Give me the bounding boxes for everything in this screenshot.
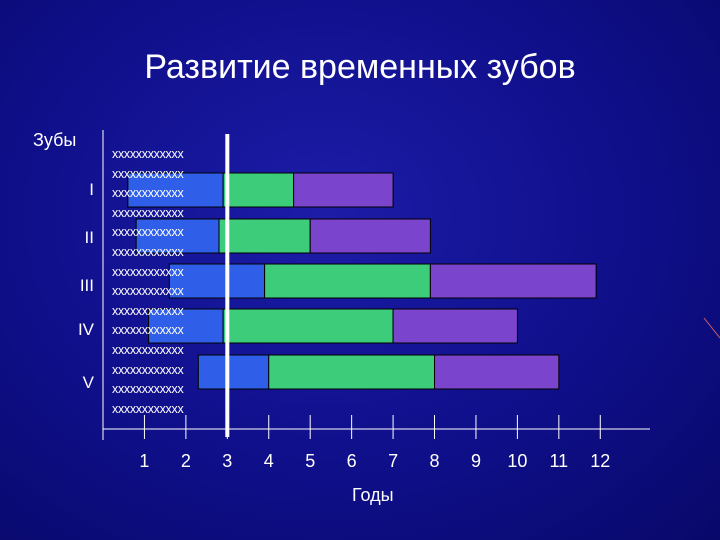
mask-text-row: xxxxxxxxxxxx bbox=[112, 303, 184, 318]
x-tick-label: 12 bbox=[590, 451, 610, 471]
category-label: IV bbox=[77, 320, 94, 339]
bar-segment bbox=[293, 172, 394, 208]
chart-title: Развитие временных зубов bbox=[144, 48, 576, 86]
x-tick-label: 10 bbox=[507, 451, 527, 471]
bar-segment bbox=[127, 172, 224, 208]
category-label: V bbox=[82, 373, 94, 392]
x-tick-label: 4 bbox=[264, 451, 274, 471]
x-tick-label: 11 bbox=[549, 451, 568, 471]
x-tick-label: 7 bbox=[388, 451, 398, 471]
x-tick-label: 9 bbox=[471, 451, 481, 471]
mask-text-row: xxxxxxxxxxxx bbox=[112, 225, 184, 240]
bar-segment bbox=[218, 218, 311, 254]
bar-segment bbox=[429, 263, 597, 299]
mask-text-row: xxxxxxxxxxxx bbox=[112, 147, 184, 161]
mask-text-row: xxxxxxxxxxxx bbox=[112, 264, 184, 279]
x-tick-label: 8 bbox=[430, 451, 440, 471]
category-label: II bbox=[84, 228, 94, 247]
x-tick-label: 6 bbox=[347, 451, 357, 471]
bar-segment bbox=[264, 263, 431, 299]
mask-text-row: xxxxxxxxxxxx bbox=[112, 205, 184, 220]
bar-segment bbox=[392, 308, 518, 344]
bar-segment bbox=[268, 354, 436, 390]
mask-text-row: xxxxxxxxxxxx bbox=[112, 362, 184, 377]
bar-segment bbox=[309, 218, 431, 254]
mask-text-row: xxxxxxxxxxxx bbox=[112, 245, 184, 259]
bar-segment bbox=[222, 172, 295, 208]
bar-segment bbox=[222, 308, 394, 344]
x-tick-label: 2 bbox=[181, 451, 191, 471]
category-label: I bbox=[89, 180, 94, 199]
bar-segment bbox=[148, 308, 224, 344]
mask-text-row: xxxxxxxxxxxx bbox=[112, 186, 184, 201]
bar-segment bbox=[197, 354, 270, 390]
bar-segment bbox=[135, 218, 220, 254]
x-tick-label: 1 bbox=[139, 451, 149, 471]
mask-text-row: xxxxxxxxxxxx bbox=[112, 166, 184, 181]
mask-text-row: xxxxxxxxxxxx bbox=[112, 343, 184, 357]
x-axis-label: Годы bbox=[352, 485, 394, 505]
category-label: III bbox=[79, 276, 94, 295]
mask-text-row: xxxxxxxxxxxx bbox=[112, 323, 184, 338]
mask-text-row: xxxxxxxxxxxx bbox=[112, 401, 184, 416]
y-axis-label: Зубы bbox=[33, 130, 77, 150]
mask-text-row: xxxxxxxxxxxx bbox=[112, 284, 184, 299]
x-tick-label: 5 bbox=[305, 451, 315, 471]
x-tick-label: 3 bbox=[222, 451, 232, 471]
mask-text-row: xxxxxxxxxxxx bbox=[112, 382, 184, 397]
bar-segment bbox=[434, 354, 560, 390]
